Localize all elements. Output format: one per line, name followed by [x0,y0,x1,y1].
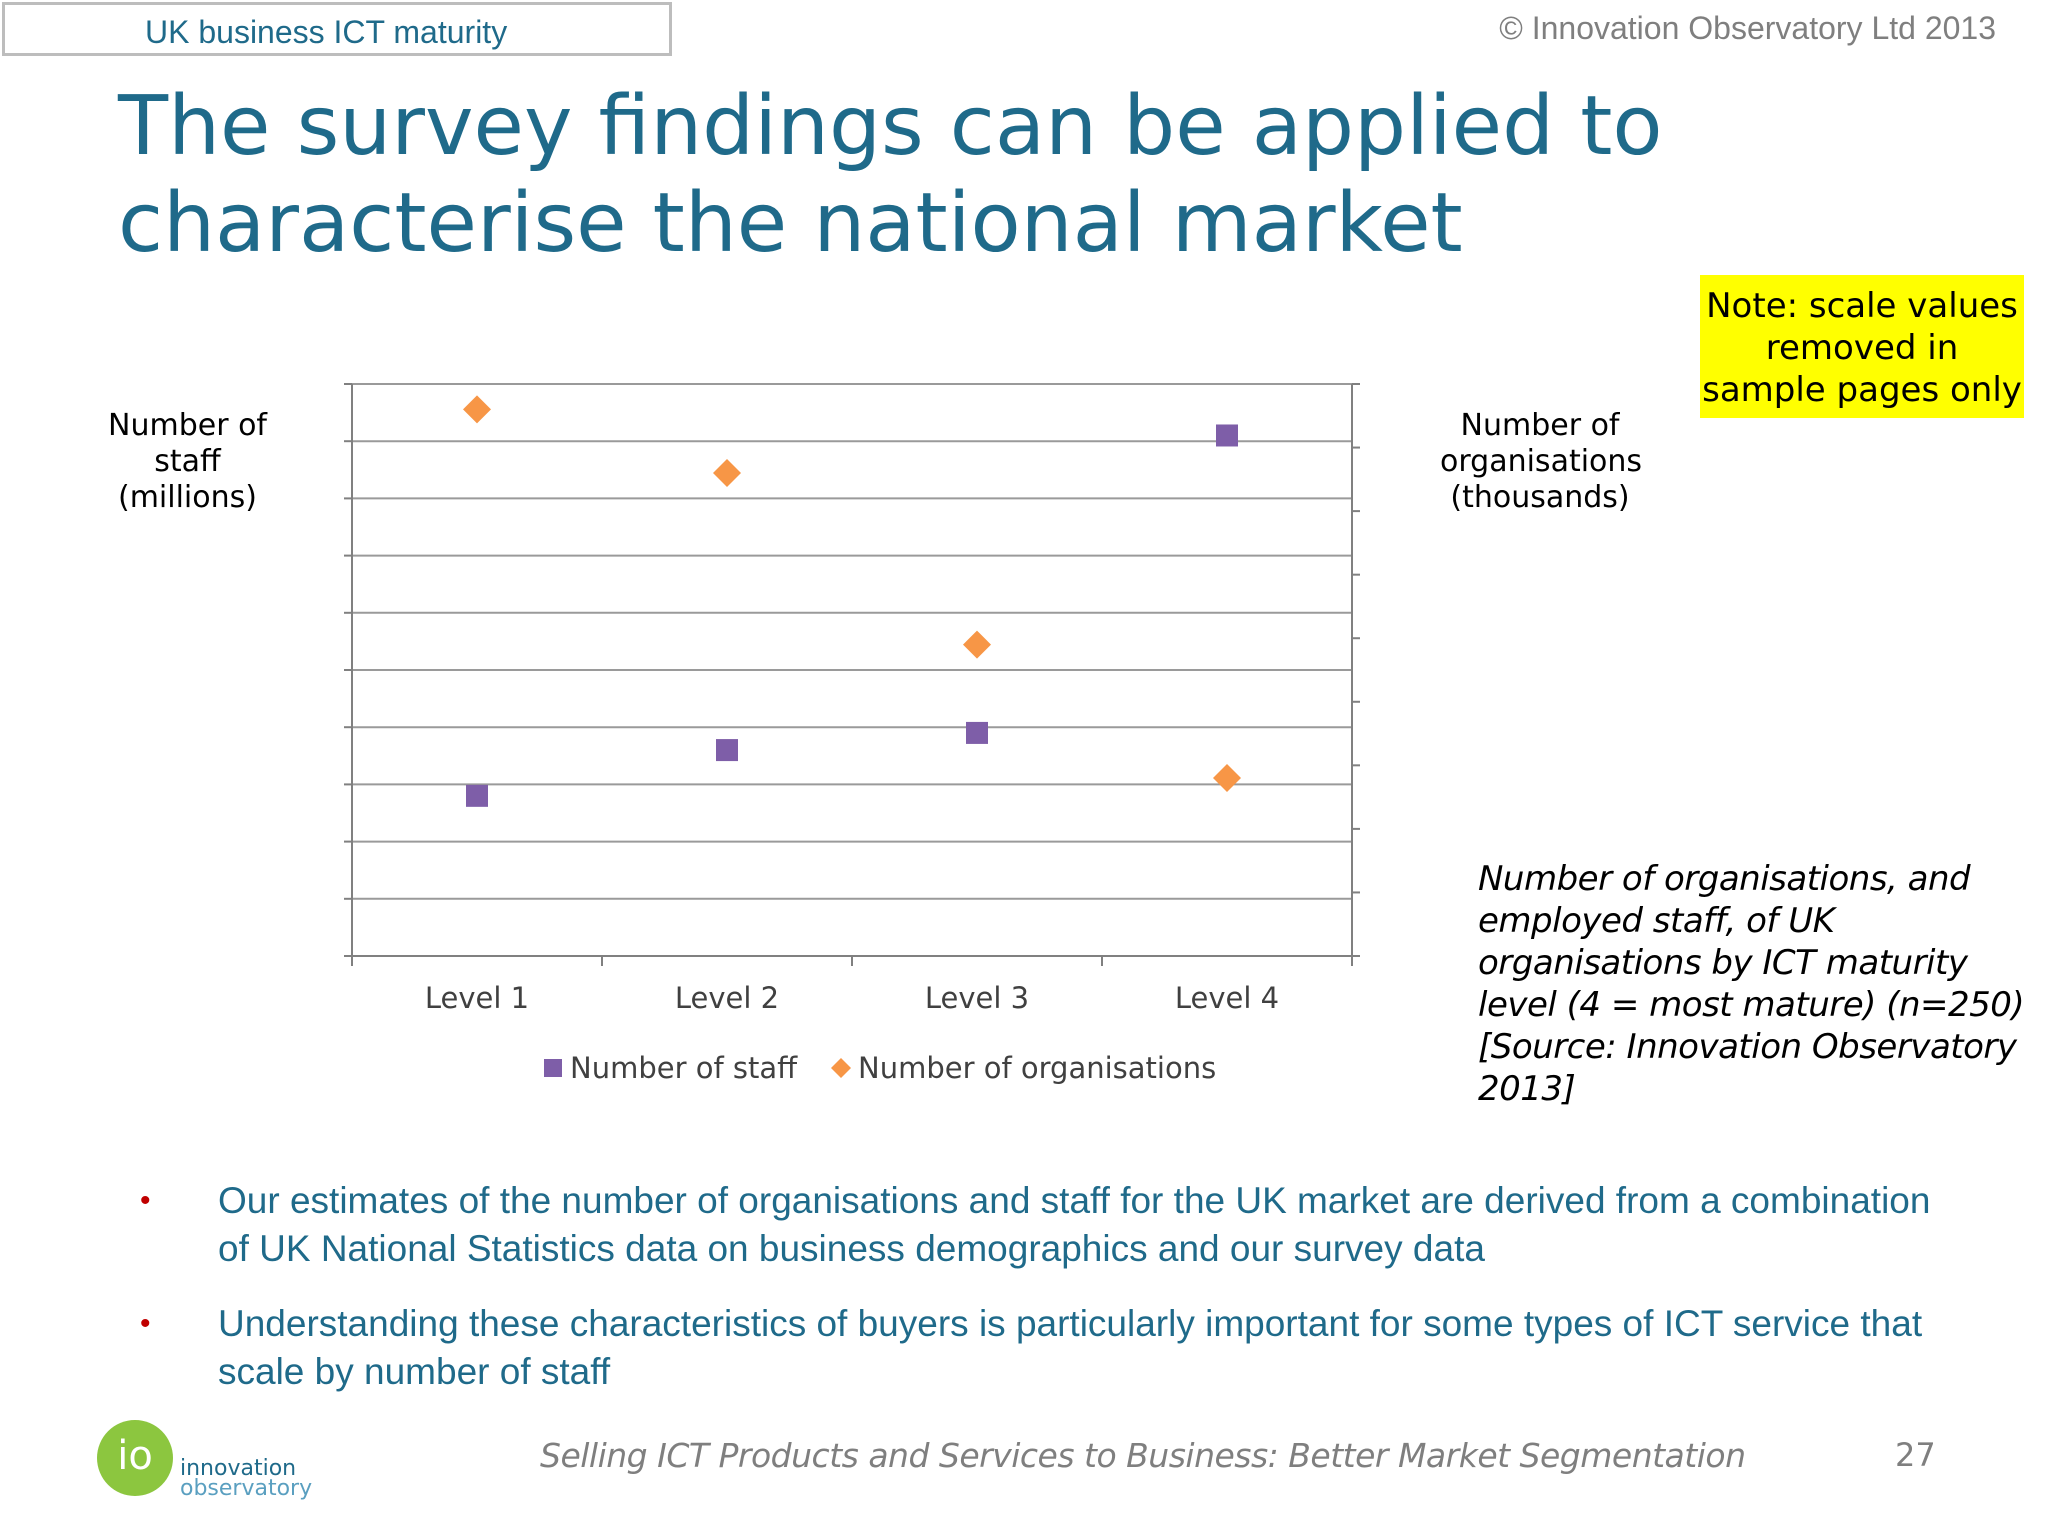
x-tick-label: Level 1 [425,981,529,1015]
staff-point [966,721,988,744]
x-tick-label: Level 2 [675,981,779,1015]
bullet-text: Our estimates of the number of organisat… [218,1180,1931,1269]
logo-text-observatory: observatory [180,1476,313,1501]
legend-staff-label: Number of staff [570,1051,798,1085]
logo-text-innovation: innovation [180,1456,297,1481]
chart-caption: Number of organisations, and employed st… [1478,859,2025,1109]
staff-point [466,784,488,807]
legend-staff-marker [544,1059,562,1077]
bullet-item: • Understanding these characteristics of… [140,1300,1940,1396]
staff-point [1216,424,1238,447]
bullet-icon: • [140,1184,151,1217]
organisations-point [463,395,491,424]
right-axis-label: Number of organisations (thousands) [1440,408,1643,515]
note-box: Note: scale values removed in sample pag… [1700,275,2024,418]
legend-organisations-marker [831,1058,851,1078]
bullet-list: • Our estimates of the number of organis… [140,1177,1940,1423]
organisations-point [963,630,991,659]
bullet-item: • Our estimates of the number of organis… [140,1177,1940,1273]
bullet-icon: • [140,1307,151,1340]
section-tag: UK business ICT maturity [2,2,672,56]
logo-mark: io [97,1420,173,1496]
bullet-text: Understanding these characteristics of b… [218,1303,1923,1392]
copyright-notice: © Innovation Observatory Ltd 2013 [1499,10,1996,46]
page-number: 27 [1895,1436,1936,1474]
x-tick-label: Level 3 [925,981,1029,1015]
left-axis-label: Number of staff (millions) [108,408,267,515]
x-tick-label: Level 4 [1175,981,1279,1015]
slide-title: The survey findings can be applied to ch… [118,79,1663,271]
organisations-point [1213,764,1241,793]
company-logo: io innovation observatory [97,1420,317,1501]
organisations-point [713,458,741,487]
staff-point [716,739,738,762]
footer-text: Selling ICT Products and Services to Bus… [540,1436,1746,1475]
legend-organisations-label: Number of organisations [858,1051,1216,1085]
